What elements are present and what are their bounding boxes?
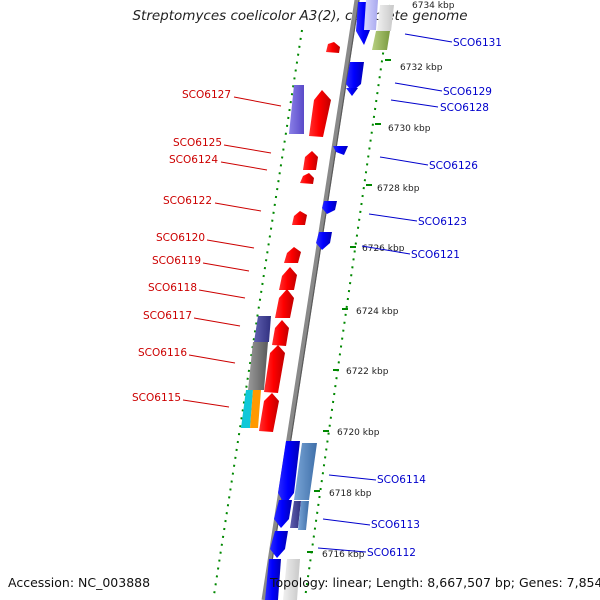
gene-arrow-sco6116[interactable] (264, 345, 285, 393)
gene-arrow-sco6127[interactable] (309, 90, 331, 137)
gene-arrow-sco6117[interactable] (272, 320, 289, 346)
gene-box-sco6114[interactable] (294, 443, 317, 500)
reverse-leader-lines (317, 33, 453, 553)
forward-leader-lines (182, 96, 282, 408)
scale-label: 6718 kbp (329, 489, 372, 499)
gene-box-sco6131-pale[interactable] (377, 5, 394, 31)
gene-arrow-sco6113[interactable] (274, 500, 292, 528)
gene-box-sco6127-a[interactable] (289, 85, 304, 134)
gene-arrow-sco6125[interactable] (303, 151, 318, 170)
gene-arrow-sco6126[interactable] (333, 146, 348, 155)
gene-label-forward[interactable]: SCO6125 (173, 137, 222, 149)
gene-label-reverse[interactable]: SCO6131 (453, 37, 502, 49)
gene-arrow-sco6118[interactable] (275, 289, 294, 318)
gene-arrow-forward[interactable] (326, 42, 340, 53)
gene-box-sco6131-olive[interactable] (372, 31, 390, 50)
gene-box-sco6131-lav[interactable] (364, 0, 378, 30)
forward-strand-genes (241, 42, 340, 432)
gene-box-sco6113-steel[interactable] (298, 501, 309, 530)
gene-arrow-sco6129[interactable] (346, 62, 364, 92)
forward-gene-labels: SCO6127 SCO6125 SCO6124 SCO6122 SCO6120 … (132, 89, 231, 404)
gene-box-sco6115-orange[interactable] (250, 390, 261, 428)
gene-label-reverse[interactable]: SCO6113 (371, 519, 420, 531)
gene-box-bottom-pale[interactable] (283, 559, 300, 600)
gene-label-reverse[interactable]: SCO6112 (367, 547, 416, 559)
gene-arrow-sco6119[interactable] (279, 267, 297, 290)
gene-label-forward[interactable]: SCO6115 (132, 392, 181, 404)
gene-arrow-sco6129-tip[interactable] (346, 88, 358, 96)
genome-summary-text: Topology: linear; Length: 8,667,507 bp; … (270, 575, 600, 590)
gene-arrow-sco6114[interactable] (278, 441, 300, 505)
right-guide-line (304, 4, 391, 599)
scale-label: 6732 kbp (400, 63, 443, 73)
gene-label-forward[interactable]: SCO6120 (156, 232, 205, 244)
reverse-strand-genes (265, 0, 394, 600)
gene-box-sco6117[interactable] (254, 316, 271, 342)
scale-label: 6730 kbp (388, 124, 431, 134)
gene-box-sco6116[interactable] (248, 342, 268, 390)
gene-label-reverse[interactable]: SCO6114 (377, 474, 426, 486)
gene-arrow-sco6120[interactable] (284, 247, 301, 263)
gene-arrow-sco6123[interactable] (322, 201, 337, 214)
gene-label-forward[interactable]: SCO6119 (152, 255, 201, 267)
gene-arrow-sco6112[interactable] (270, 531, 288, 558)
gene-arrow-sco6122[interactable] (292, 211, 307, 225)
scale-label: 6720 kbp (337, 428, 380, 438)
scale-label: 6716 kbp (322, 550, 365, 560)
scale-tick-marks (307, 59, 391, 553)
gene-label-forward[interactable]: SCO6118 (148, 282, 197, 294)
gene-label-reverse[interactable]: SCO6126 (429, 160, 478, 172)
gene-label-reverse[interactable]: SCO6121 (411, 249, 460, 261)
gene-arrow-sco6115[interactable] (259, 393, 279, 432)
reverse-gene-labels: SCO6131 SCO6129 SCO6128 SCO6126 SCO6123 … (367, 37, 502, 559)
gene-label-forward[interactable]: SCO6117 (143, 310, 192, 322)
gene-box-sco6113-navy[interactable] (290, 501, 301, 528)
gene-arrow-sco6124[interactable] (300, 173, 314, 184)
scale-label: 6724 kbp (356, 307, 399, 317)
gene-arrow-bottom[interactable] (265, 559, 281, 600)
gene-box-sco6115-cyan[interactable] (241, 390, 253, 428)
scale-label: 6722 kbp (346, 367, 389, 377)
gene-label-reverse[interactable]: SCO6128 (440, 102, 489, 114)
scale-label: 6726 kbp (362, 244, 405, 254)
accession-text: Accession: NC_003888 (8, 575, 151, 590)
gene-label-reverse[interactable]: SCO6129 (443, 86, 492, 98)
gene-label-forward[interactable]: SCO6122 (163, 195, 212, 207)
gene-label-forward[interactable]: SCO6127 (182, 89, 231, 101)
gene-label-reverse[interactable]: SCO6123 (418, 216, 467, 228)
gene-label-forward[interactable]: SCO6124 (169, 154, 218, 166)
scale-labels: 6734 kbp 6732 kbp 6730 kbp 6728 kbp 6726… (322, 1, 455, 560)
scale-label: 6734 kbp (412, 1, 455, 11)
gene-label-forward[interactable]: SCO6116 (138, 347, 187, 359)
gene-arrow-sco6121[interactable] (316, 232, 332, 250)
scale-label: 6728 kbp (377, 184, 420, 194)
